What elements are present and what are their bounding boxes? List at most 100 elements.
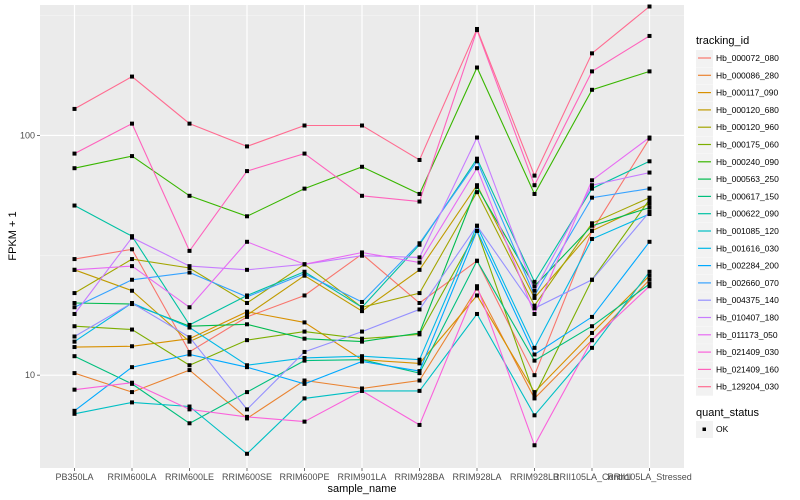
legend-item: Hb_021409_160 [696,361,779,379]
x-axis: PB350LA RRIM600LA RRIM600LE RRIM600SE RRIM60… [55,468,692,482]
data-point-Hb_000120_680 [417,267,422,272]
data-point-Hb_000175_060 [532,393,537,398]
data-point-Hb_129204_030 [187,121,192,126]
data-point-Hb_004375_140 [532,306,537,311]
data-point-Hb_000117_090 [475,293,479,298]
data-point-Hb_001085_120 [532,413,537,418]
data-point-Hb_002284_200 [647,239,652,244]
data-point-Hb_000175_060 [130,327,134,332]
legend-label: Hb_000120_960 [716,122,779,132]
legend-label: Hb_002660_070 [716,278,779,288]
data-point-Hb_002284_200 [532,352,537,357]
data-point-Hb_000240_090 [187,193,192,198]
data-point-Hb_002660_070 [245,294,249,299]
data-point-Hb_001085_120 [245,451,249,456]
legend-label: Hb_000622_090 [716,209,779,219]
data-point-Hb_000563_250 [417,330,422,335]
data-point-Hb_011173_050 [532,311,537,316]
x-tick-label: RRIM600PE [279,472,329,482]
data-point-Hb_000240_090 [475,65,479,70]
data-point-Hb_021409_030 [72,387,77,392]
y-tick-label: 10 [25,370,35,380]
data-point-Hb_000240_090 [245,214,249,219]
legend-label: Hb_004375_140 [716,295,779,305]
legend-item: Hb_001085_120 [696,223,779,240]
data-point-Hb_001616_030 [187,325,192,330]
data-point-Hb_000563_250 [245,322,249,327]
data-point-Hb_000117_090 [302,320,307,325]
data-point-Hb_000086_280 [532,396,537,401]
data-point-Hb_129204_030 [302,123,307,128]
data-point-Hb_001085_120 [417,388,422,393]
data-point-Hb_010407_180 [72,311,77,316]
data-point-Hb_000072_080 [187,349,192,354]
data-point-Hb_002284_200 [360,359,364,364]
data-point-Hb_002284_200 [72,408,77,413]
data-point-Hb_000086_280 [187,368,192,373]
data-point-Hb_000563_250 [532,284,537,289]
data-point-Hb_021409_160 [130,121,134,126]
legend-label: Hb_011173_050 [716,330,778,340]
data-point-Hb_004375_140 [590,277,594,282]
data-point-Hb_000072_080 [417,301,422,306]
legend: tracking_id Hb_000072_080 Hb_000086_280 Hb… [696,35,779,438]
legend-label: Hb_002284_200 [716,261,779,271]
data-point-Hb_021409_160 [532,183,537,188]
data-point-Hb_002660_070 [187,270,192,275]
legend-title: tracking_id [696,35,749,47]
data-point-Hb_011173_050 [417,260,422,265]
data-point-Hb_000563_250 [475,184,479,189]
data-point-Hb_000617_150 [475,258,479,263]
data-point-Hb_000086_280 [72,371,77,376]
x-axis-title: sample_name [327,483,396,495]
data-point-Hb_000175_060 [302,329,307,334]
data-point-Hb_000120_960 [590,221,594,226]
data-point-Hb_000072_080 [72,257,77,262]
x-tick-label: RRIM600LA [107,472,156,482]
data-point-Hb_021409_160 [590,69,594,74]
legend-label: Hb_001616_030 [716,243,779,253]
data-point-Hb_000240_090 [590,87,594,92]
x-tick-label: RRIM928LB [510,472,559,482]
legend-item: Hb_000117_090 [696,84,779,102]
data-point-Hb_011173_050 [130,264,134,269]
data-point-Hb_002660_070 [302,271,307,276]
data-point-Hb_021409_030 [360,388,364,393]
x-tick-label: RRIM600SE [222,472,272,482]
legend-item: Hb_000617_150 [696,188,779,206]
data-point-Hb_002284_200 [245,365,249,370]
data-point-Hb_001085_120 [647,269,652,274]
legend-item: Hb_011173_050 [696,326,778,344]
data-point-Hb_000240_090 [417,191,422,196]
x-tick-label: RRIM928BA [394,472,444,482]
data-point-Hb_000617_150 [302,358,307,363]
data-point-Hb_021409_030 [647,284,652,289]
data-point-Hb_000117_090 [130,344,134,349]
data-point-Hb_010407_180 [360,253,364,258]
legend-item: Hb_129204_030 [696,378,779,396]
data-point-Hb_129204_030 [475,26,479,31]
data-point-Hb_002660_070 [72,305,77,310]
data-point-Hb_000086_280 [417,378,422,383]
data-point-Hb_000120_680 [532,295,537,300]
data-point-Hb_001085_120 [72,411,77,416]
data-point-Hb_010407_180 [130,235,134,240]
data-point-Hb_021409_160 [302,151,307,156]
legend-item: Hb_004375_140 [696,292,779,310]
data-point-Hb_000120_680 [187,339,192,344]
data-point-Hb_000120_960 [475,190,479,195]
data-point-Hb_000617_150 [647,282,652,287]
data-point-Hb_000617_150 [187,421,192,426]
data-point-Hb_000117_090 [532,390,537,395]
data-point-Hb_000240_090 [532,191,537,196]
data-point-Hb_000117_090 [590,330,594,335]
data-point-Hb_001616_030 [590,236,594,241]
data-point-Hb_000240_090 [302,186,307,191]
data-point-Hb_021409_030 [302,419,307,424]
data-point-Hb_004375_140 [245,407,249,412]
legend-label: Hb_000240_090 [716,157,779,167]
data-points [72,4,652,456]
data-point-Hb_021409_030 [187,407,192,412]
data-point-Hb_000563_250 [647,205,652,210]
